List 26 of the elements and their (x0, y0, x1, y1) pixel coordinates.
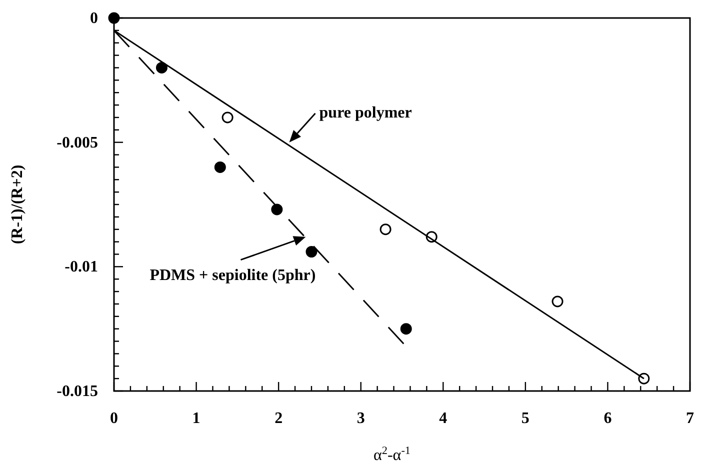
x-tick-label: 5 (521, 410, 530, 427)
x-tick-label: 7 (686, 410, 694, 427)
point (214, 161, 226, 173)
point (638, 372, 650, 384)
x-tick-label: 6 (604, 410, 612, 427)
point (306, 246, 318, 258)
y-tick-label: -0.015 (56, 383, 98, 400)
x-tick-label: 1 (192, 410, 200, 427)
point (156, 62, 168, 74)
annotation: pure polymer (319, 104, 412, 122)
x-axis-title: α$^{2}$-α$^{-1}$ (373, 445, 411, 464)
point (400, 323, 412, 335)
annotation: PDMS + sepiolite (5phr) (150, 266, 316, 284)
x-tick-label: 2 (274, 410, 283, 427)
y-tick-label: -0.005 (56, 134, 98, 152)
y-tick-label: 0 (90, 10, 98, 27)
x-tick-label: 3 (356, 410, 365, 427)
y-axis-title: (R-1)/(R+2) (9, 164, 26, 244)
point (552, 296, 564, 308)
point (380, 224, 392, 236)
point (108, 12, 120, 24)
point (222, 112, 234, 124)
point (271, 204, 283, 216)
x-tick-label: 0 (110, 410, 118, 427)
x-tick-label: 4 (439, 410, 448, 427)
y-tick-label: -0.01 (64, 258, 98, 276)
